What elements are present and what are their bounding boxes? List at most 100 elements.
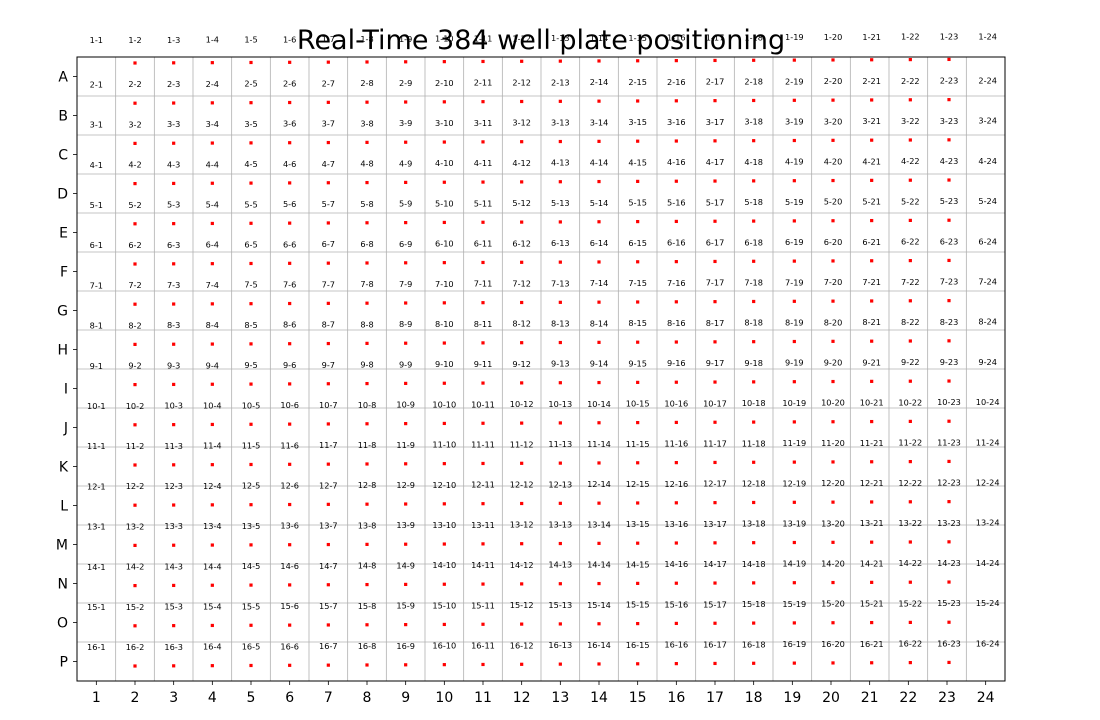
well-point <box>831 339 835 343</box>
point-label: 4-10 <box>435 158 454 168</box>
x-tick-label: 9 <box>401 690 410 706</box>
point-label: 13-2 <box>126 521 145 531</box>
point-label: 15-16 <box>664 599 688 609</box>
well-point <box>713 340 717 344</box>
well-point <box>597 59 601 63</box>
well-point <box>481 220 485 224</box>
point-label: 11-24 <box>976 437 1000 447</box>
point-label: 6-11 <box>474 238 493 248</box>
point-label: 15-3 <box>164 602 183 612</box>
well-point <box>249 663 253 668</box>
point-label: 16-1 <box>87 642 106 652</box>
point-label: 3-11 <box>474 118 493 128</box>
well-point <box>713 259 717 264</box>
well-point <box>947 419 951 423</box>
well-point <box>133 302 137 306</box>
point-label: 9-14 <box>590 359 609 369</box>
well-point <box>210 302 214 306</box>
well-point <box>365 542 369 546</box>
well-point <box>792 460 796 464</box>
point-label: 10-19 <box>782 398 806 408</box>
point-label: 6-5 <box>244 239 257 249</box>
point-label: 3-2 <box>128 119 141 129</box>
well-point <box>908 419 912 423</box>
well-point <box>713 501 717 505</box>
point-label: 9-3 <box>167 360 180 370</box>
well-point <box>831 299 835 303</box>
point-label: 12-4 <box>203 481 222 491</box>
point-label: 15-13 <box>548 600 572 610</box>
point-label: 6-3 <box>167 240 180 250</box>
point-label: 8-7 <box>322 320 335 330</box>
point-label: 15-15 <box>626 600 650 610</box>
well-point <box>172 624 176 628</box>
y-tick-label: A <box>58 70 68 86</box>
point-label: 9-12 <box>512 359 531 369</box>
well-point <box>870 540 874 544</box>
point-label: 15-1 <box>87 602 106 612</box>
point-label: 10-17 <box>703 398 727 408</box>
well-point <box>792 540 796 545</box>
well-point <box>133 61 137 65</box>
point-label: 13-8 <box>358 520 377 530</box>
well-point <box>597 501 601 505</box>
point-label: 16-5 <box>242 641 261 651</box>
point-label: 4-5 <box>244 159 257 169</box>
well-point <box>404 301 408 305</box>
well-point <box>365 582 369 587</box>
point-label: 5-6 <box>283 199 296 209</box>
point-label: 5-1 <box>90 200 103 210</box>
well-point <box>365 140 369 144</box>
point-label: 6-9 <box>399 239 412 249</box>
point-label: 16-17 <box>703 639 727 649</box>
well-point <box>210 221 214 226</box>
well-point <box>520 59 524 63</box>
well-point <box>674 139 678 143</box>
x-tick-label: 5 <box>247 690 256 706</box>
point-label: 2-4 <box>206 79 219 89</box>
well-point <box>442 381 446 385</box>
well-point <box>674 662 678 666</box>
point-label: 1-2 <box>128 35 141 45</box>
well-point <box>636 340 640 344</box>
point-label: 11-5 <box>242 440 261 450</box>
point-label: 5-8 <box>360 199 373 209</box>
point-label: 15-23 <box>937 598 961 608</box>
well-point <box>326 623 330 627</box>
point-label: 14-15 <box>626 559 650 569</box>
well-point <box>558 340 562 345</box>
point-label: 9-4 <box>206 360 219 370</box>
well-point <box>597 581 601 586</box>
well-point <box>404 663 408 667</box>
point-label: 1-22 <box>901 32 920 42</box>
well-point <box>481 381 485 385</box>
well-point <box>249 503 253 507</box>
well-point <box>870 500 874 504</box>
well-point <box>674 461 678 465</box>
point-label: 11-8 <box>358 440 377 450</box>
well-point <box>172 181 176 186</box>
point-label: 7-14 <box>590 278 609 288</box>
point-label: 9-1 <box>90 361 103 371</box>
well-point <box>947 178 951 182</box>
well-point <box>831 540 835 544</box>
point-label: 14-22 <box>898 558 922 568</box>
well-point <box>947 299 951 303</box>
x-tick-label: 18 <box>745 690 763 706</box>
point-label: 12-5 <box>242 481 261 491</box>
point-label: 8-12 <box>512 319 531 329</box>
point-label: 8-9 <box>399 319 412 329</box>
well-point <box>365 462 369 466</box>
point-label: 12-10 <box>432 480 456 490</box>
well-point <box>481 260 485 265</box>
well-point <box>792 380 796 384</box>
well-point <box>172 543 176 547</box>
well-point <box>172 61 176 65</box>
point-label: 1-5 <box>244 34 257 44</box>
well-point <box>133 543 137 547</box>
point-label: 15-22 <box>898 598 922 608</box>
point-label: 3-7 <box>322 119 335 129</box>
point-label: 1-20 <box>824 32 843 42</box>
well-point <box>404 462 408 466</box>
point-label: 5-9 <box>399 199 412 209</box>
